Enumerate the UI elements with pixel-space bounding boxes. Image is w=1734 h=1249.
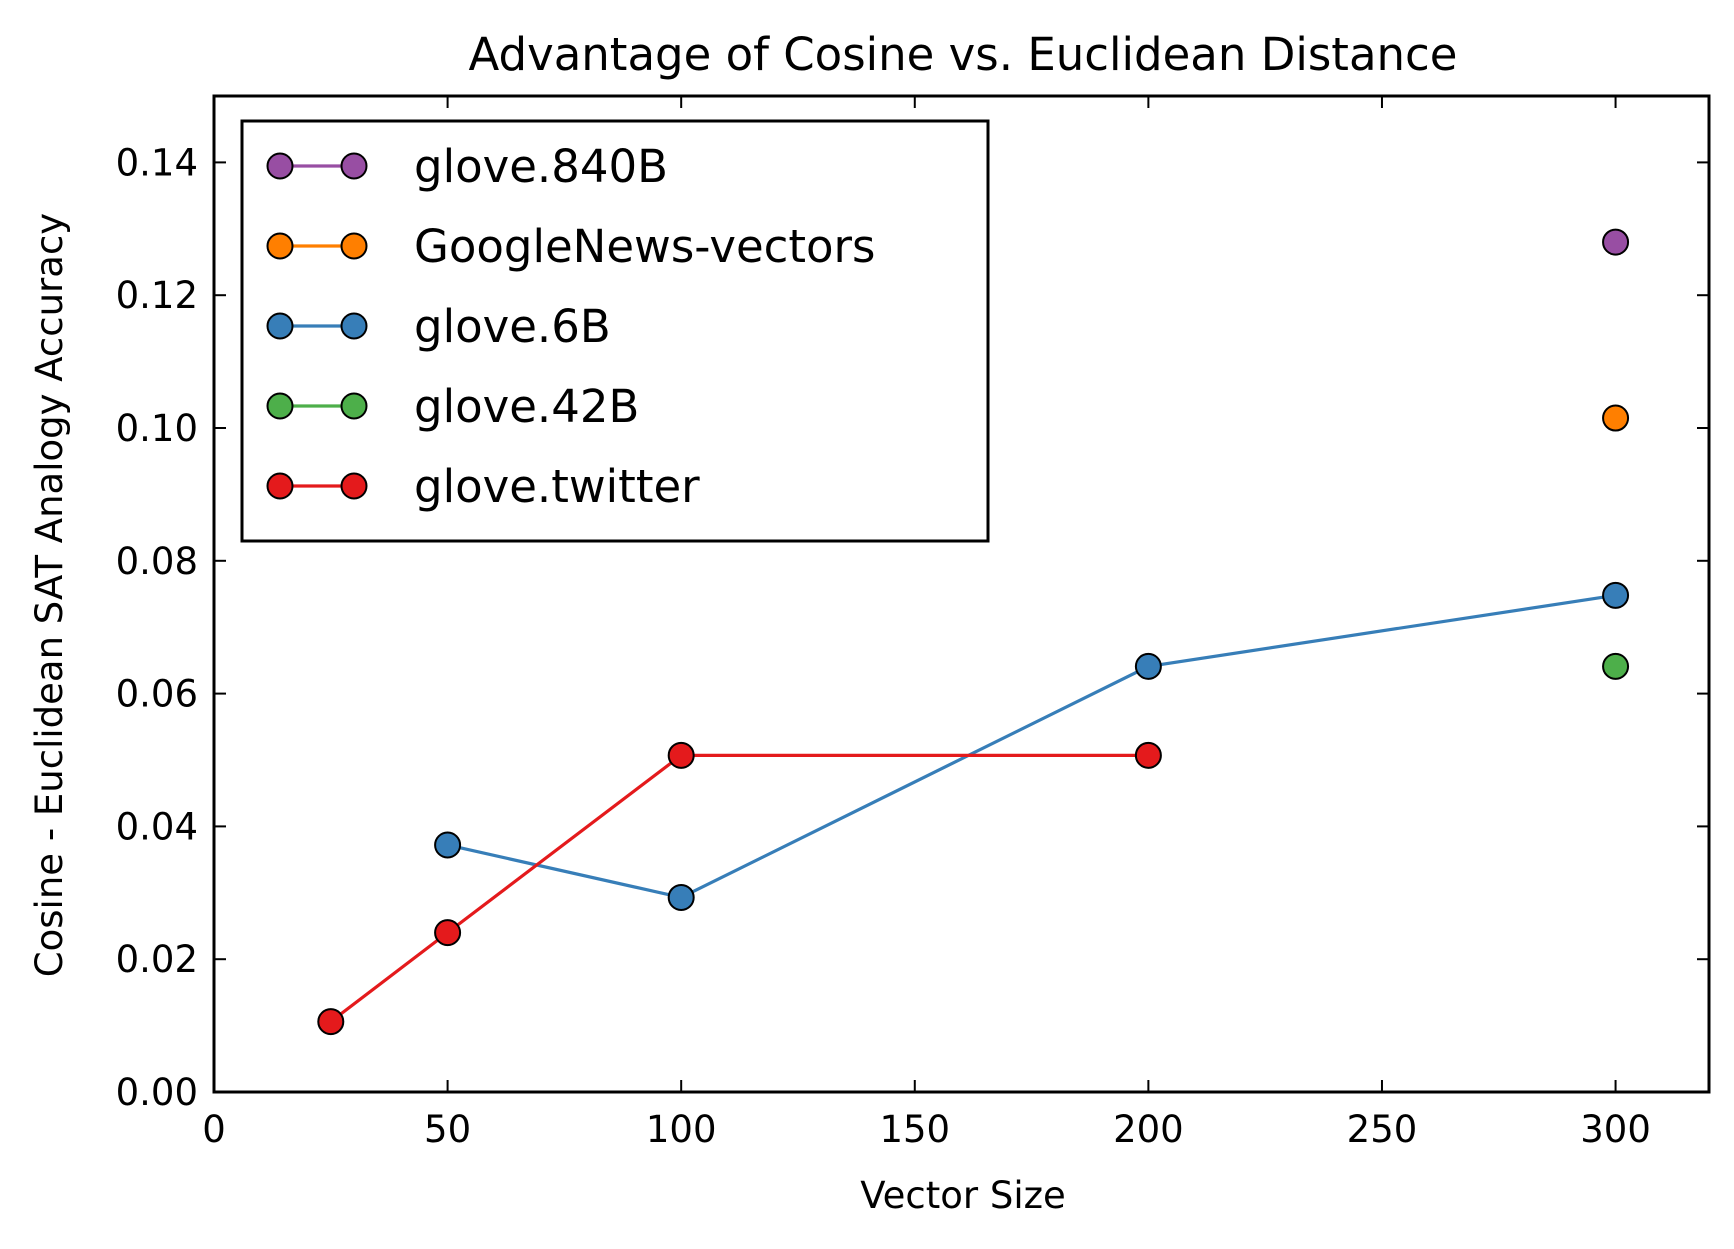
- legend-item-googlenews-vectors: GoogleNews-vectors: [266, 220, 876, 273]
- series-glove-6b: [434, 581, 1630, 911]
- y-tick-label-4: 0.08: [116, 540, 198, 583]
- chart-title: Advantage of Cosine vs. Euclidean Distan…: [469, 28, 1458, 81]
- legend-marker-left-googlenews-vectors: [266, 232, 294, 260]
- data-point-glove-twitter-3: [1134, 741, 1162, 769]
- legend-item-glove-6b: glove.6B: [266, 300, 611, 353]
- legend-marker-left-glove-twitter: [266, 472, 294, 500]
- legend-label-glove-840b: glove.840B: [414, 140, 668, 193]
- x-tick-label-3: 150: [879, 1108, 950, 1151]
- data-point-glove-6b-0: [434, 831, 462, 859]
- legend-item-glove-840b: glove.840B: [266, 140, 668, 193]
- data-point-glove-twitter-2: [667, 741, 695, 769]
- x-tick-label-5: 250: [1347, 1108, 1418, 1151]
- legend-item-glove-42b: glove.42B: [266, 380, 639, 433]
- y-axis-label: Cosine - Euclidean SAT Analogy Accuracy: [28, 213, 71, 977]
- legend-item-glove-twitter: glove.twitter: [266, 460, 700, 513]
- legend-marker-right-glove-42b: [340, 392, 368, 420]
- series-googlenews-vectors: [1602, 404, 1630, 432]
- plot-area: [317, 228, 1630, 1036]
- data-point-glove-twitter-1: [434, 919, 462, 947]
- y-tick-label-3: 0.06: [116, 673, 198, 716]
- series-line-glove-6b: [447, 593, 1616, 900]
- axes-frame: [212, 94, 1711, 1094]
- legend-marker-left-glove-840b: [266, 152, 294, 180]
- legend-marker-right-glove-twitter: [340, 472, 368, 500]
- data-point-glove-6b-3: [1602, 581, 1630, 609]
- series-glove-twitter: [317, 741, 1162, 1036]
- x-tick-label-6: 300: [1580, 1108, 1651, 1151]
- y-tick-label-1: 0.02: [116, 938, 198, 981]
- data-point-glove-6b-2: [1134, 652, 1162, 680]
- x-tick-label-0: 0: [202, 1108, 226, 1151]
- y-tick-label-2: 0.04: [116, 805, 198, 848]
- legend-marker-right-googlenews-vectors: [340, 232, 368, 260]
- y-tick-label-6: 0.12: [116, 274, 198, 317]
- series-line-glove-twitter: [329, 753, 1149, 1023]
- x-axis-label: Vector Size: [860, 1174, 1066, 1217]
- legend-label-googlenews-vectors: GoogleNews-vectors: [414, 220, 876, 273]
- axes-layer: 0 50 100 150 200 250 300 0.00 0.02 0.04 0.06 0.08 0.…: [116, 94, 1711, 1151]
- x-tick-label-1: 50: [424, 1108, 471, 1151]
- legend-label-glove-twitter: glove.twitter: [414, 460, 700, 513]
- legend-marker-left-glove-42b: [266, 392, 294, 420]
- legend: glove.840B GoogleNews-vectors glove.6B glov…: [240, 119, 990, 543]
- x-tick-label-2: 100: [646, 1108, 717, 1151]
- legend-label-glove-42b: glove.42B: [414, 380, 639, 433]
- series-glove-42b: [1602, 652, 1630, 680]
- data-point-googlenews-vectors-0: [1602, 404, 1630, 432]
- legend-marker-left-glove-6b: [266, 312, 294, 340]
- y-tick-label-7: 0.14: [116, 141, 198, 184]
- data-point-glove-twitter-0: [317, 1008, 345, 1036]
- y-tick-label-5: 0.10: [116, 407, 198, 450]
- data-point-glove-42b-0: [1602, 652, 1630, 680]
- legend-label-glove-6b: glove.6B: [414, 300, 611, 353]
- x-tick-label-4: 200: [1113, 1108, 1184, 1151]
- data-point-glove-840b-0: [1602, 228, 1630, 256]
- data-point-glove-6b-1: [667, 883, 695, 911]
- legend-marker-right-glove-840b: [340, 152, 368, 180]
- legend-marker-right-glove-6b: [340, 312, 368, 340]
- y-tick-label-0: 0.00: [116, 1071, 198, 1114]
- series-glove-840b: [1602, 228, 1630, 256]
